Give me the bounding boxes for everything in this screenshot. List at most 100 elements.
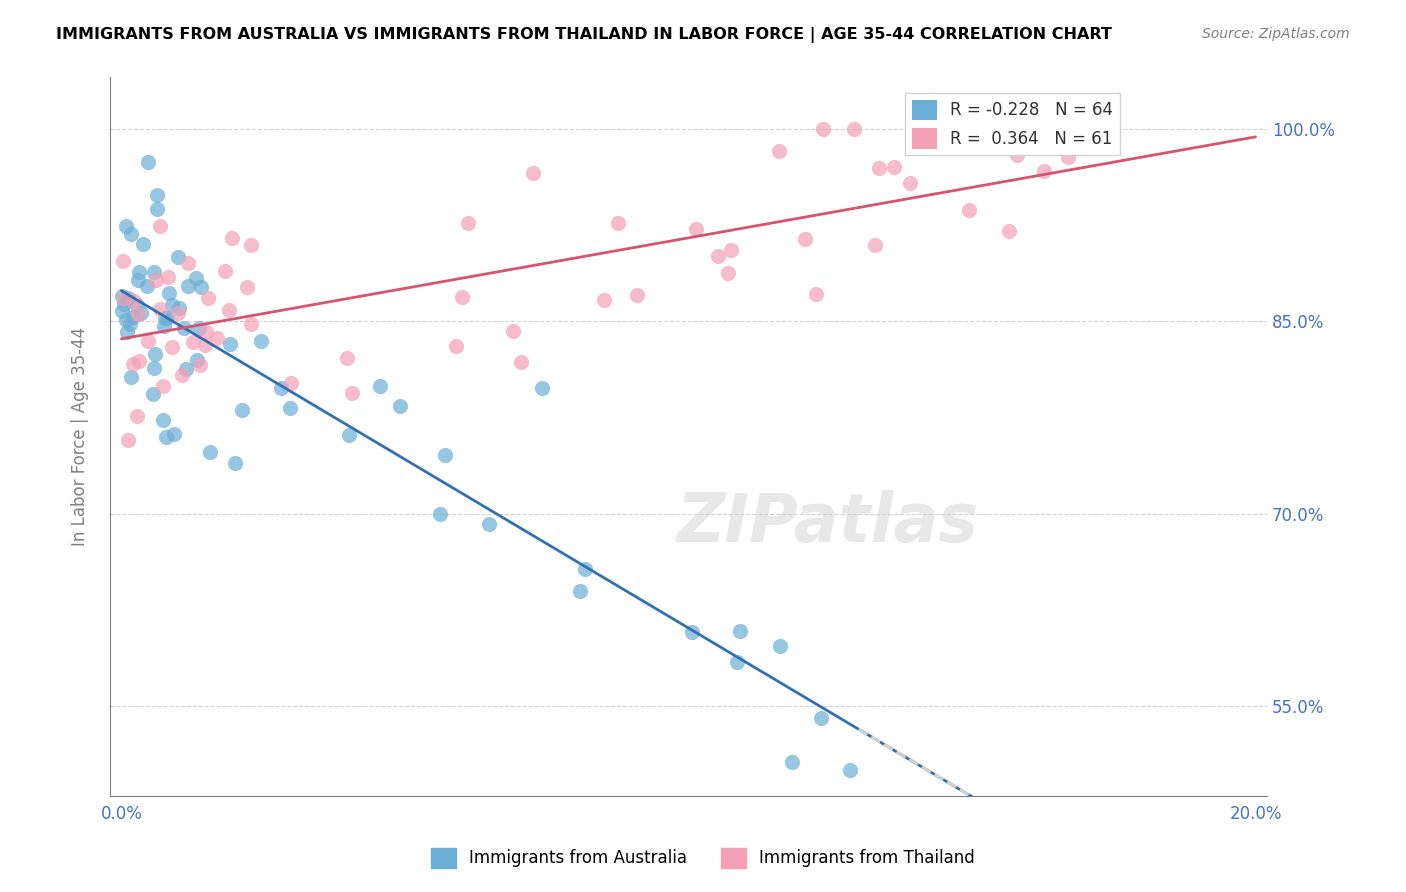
Point bbox=[110, 288, 132, 302]
Point bbox=[434, 448, 457, 462]
Point bbox=[153, 319, 176, 334]
Point bbox=[451, 290, 474, 304]
Point bbox=[145, 273, 167, 287]
Point bbox=[117, 434, 139, 448]
Point bbox=[811, 121, 834, 136]
Point bbox=[125, 409, 148, 423]
Point bbox=[146, 187, 169, 202]
Point bbox=[156, 310, 179, 325]
Point bbox=[190, 279, 212, 293]
Point bbox=[810, 710, 832, 724]
Point bbox=[111, 303, 134, 318]
Point bbox=[120, 227, 142, 242]
Point bbox=[162, 298, 184, 312]
Point bbox=[112, 253, 135, 268]
Point bbox=[717, 266, 740, 280]
Point bbox=[143, 265, 166, 279]
Point bbox=[707, 249, 730, 263]
Point bbox=[121, 369, 143, 384]
Point bbox=[607, 216, 630, 230]
Point bbox=[128, 265, 150, 279]
Point bbox=[152, 413, 174, 427]
Point bbox=[167, 250, 190, 264]
Point bbox=[236, 280, 259, 294]
Point bbox=[530, 381, 553, 395]
Point bbox=[681, 624, 703, 639]
Point bbox=[214, 264, 236, 278]
Legend: Immigrants from Australia, Immigrants from Thailand: Immigrants from Australia, Immigrants fr… bbox=[425, 841, 981, 875]
Point bbox=[337, 428, 360, 442]
Text: IMMIGRANTS FROM AUSTRALIA VS IMMIGRANTS FROM THAILAND IN LABOR FORCE | AGE 35-44: IMMIGRANTS FROM AUSTRALIA VS IMMIGRANTS … bbox=[56, 27, 1112, 43]
Point bbox=[122, 293, 145, 308]
Point bbox=[125, 298, 148, 312]
Point bbox=[127, 273, 149, 287]
Point bbox=[177, 278, 200, 293]
Point bbox=[270, 381, 292, 395]
Point bbox=[121, 357, 143, 371]
Point bbox=[388, 399, 411, 413]
Point bbox=[218, 303, 240, 318]
Point bbox=[172, 368, 194, 382]
Point bbox=[194, 338, 217, 352]
Point bbox=[160, 340, 183, 354]
Point bbox=[219, 336, 242, 351]
Point bbox=[186, 352, 208, 367]
Point bbox=[730, 624, 752, 638]
Point bbox=[153, 310, 176, 325]
Point bbox=[195, 325, 218, 339]
Point bbox=[626, 288, 648, 302]
Point bbox=[249, 334, 271, 348]
Point bbox=[197, 292, 219, 306]
Point bbox=[769, 639, 792, 653]
Point bbox=[157, 269, 180, 284]
Point bbox=[129, 306, 152, 320]
Point bbox=[725, 656, 748, 670]
Point bbox=[342, 385, 364, 400]
Point bbox=[138, 334, 160, 348]
Point bbox=[368, 379, 391, 393]
Text: ZIPatlas: ZIPatlas bbox=[676, 490, 979, 556]
Point bbox=[188, 359, 211, 373]
Point bbox=[112, 296, 135, 310]
Point bbox=[149, 301, 172, 316]
Point bbox=[128, 354, 150, 368]
Point bbox=[221, 230, 243, 244]
Point bbox=[174, 362, 197, 376]
Point bbox=[146, 202, 169, 216]
Point bbox=[957, 203, 980, 218]
Point bbox=[115, 326, 138, 340]
Point bbox=[122, 310, 145, 324]
Point bbox=[114, 313, 136, 327]
Point bbox=[568, 583, 591, 598]
Point bbox=[136, 278, 159, 293]
Point bbox=[224, 456, 246, 470]
Point bbox=[1014, 136, 1036, 150]
Point bbox=[522, 166, 544, 180]
Point bbox=[1057, 150, 1080, 164]
Point bbox=[152, 378, 174, 392]
Point bbox=[794, 231, 817, 245]
Point bbox=[898, 176, 921, 190]
Point bbox=[592, 293, 614, 308]
Point bbox=[478, 516, 501, 531]
Point bbox=[574, 562, 596, 576]
Legend: R = -0.228   N = 64, R =  0.364   N = 61: R = -0.228 N = 64, R = 0.364 N = 61 bbox=[905, 93, 1119, 155]
Point bbox=[149, 219, 172, 233]
Point bbox=[157, 286, 180, 301]
Point bbox=[510, 355, 533, 369]
Point bbox=[239, 317, 262, 331]
Point bbox=[806, 287, 828, 301]
Point bbox=[863, 238, 886, 252]
Point bbox=[842, 121, 865, 136]
Point bbox=[198, 444, 221, 458]
Point bbox=[112, 291, 135, 305]
Point bbox=[163, 426, 186, 441]
Point bbox=[118, 318, 141, 332]
Point bbox=[169, 301, 191, 315]
Point bbox=[685, 222, 707, 236]
Point bbox=[167, 306, 190, 320]
Point bbox=[127, 307, 149, 321]
Point bbox=[177, 256, 200, 270]
Point bbox=[117, 291, 139, 305]
Point bbox=[136, 154, 159, 169]
